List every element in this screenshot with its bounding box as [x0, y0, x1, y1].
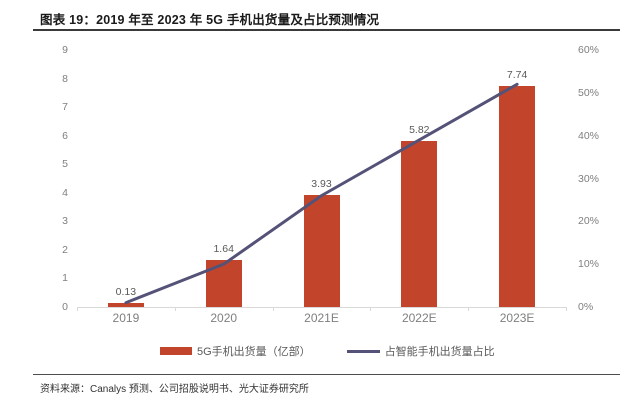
y-axis-right-tick: 50% — [578, 86, 600, 99]
x-axis-tick — [370, 307, 372, 311]
x-axis-category-label: 2022E — [401, 311, 437, 325]
y-axis-right-tick: 30% — [578, 172, 600, 185]
y-axis-right-tick: 0% — [578, 301, 594, 313]
bar-2019 — [107, 303, 144, 307]
line-series-swatch — [346, 349, 380, 353]
y-axis-right-tick: 10% — [578, 258, 600, 271]
x-axis-category-label: 2021E — [304, 311, 339, 325]
x-axis-line — [77, 307, 567, 308]
bar-value-label: 7.74 — [506, 68, 528, 81]
x-axis-tick — [272, 307, 274, 311]
y-axis-left-tick: 4 — [62, 186, 68, 199]
bar-2022E — [401, 140, 438, 307]
bar-series-swatch — [160, 347, 192, 355]
title-rule — [33, 29, 620, 31]
bar-value-label: 1.64 — [213, 243, 234, 256]
x-axis-category-label: 2020 — [210, 311, 238, 325]
y-axis-left-tick: 3 — [62, 215, 68, 228]
y-axis-left-tick: 6 — [62, 129, 68, 142]
footer-rule — [33, 374, 620, 375]
source-note: 资料来源：Canalys 预测、公司招股说明书、光大证券研究所 — [40, 384, 309, 395]
y-axis-right-tick: 40% — [578, 129, 600, 142]
y-axis-right-tick: 20% — [578, 215, 600, 228]
y-axis-left-tick: 8 — [62, 72, 68, 85]
y-axis-left-tick: 5 — [62, 158, 68, 171]
x-axis-tick — [174, 307, 176, 311]
y-axis-right-tick: 60% — [578, 44, 600, 56]
figure-title: 图表 19：2019 年至 2023 年 5G 手机出货量及占比预测情况 — [40, 13, 380, 27]
y-axis-left-tick: 9 — [62, 44, 68, 56]
y-axis-left-tick: 7 — [62, 101, 68, 114]
y-axis-left-tick: 1 — [62, 272, 68, 285]
x-axis-tick — [77, 307, 78, 311]
x-axis-category-label: 2019 — [112, 311, 140, 325]
bar-value-label: 0.13 — [115, 286, 137, 299]
x-axis-category-label: 2023E — [499, 311, 535, 325]
bar-2023E — [499, 85, 536, 307]
y-axis-left-tick: 2 — [62, 243, 68, 256]
chart-legend: 5G手机出货量（亿部） 占智能手机出货量占比 — [160, 343, 495, 359]
line-series-path — [124, 82, 519, 305]
bar-value-label: 3.93 — [311, 177, 332, 190]
y-axis-left-tick: 0 — [62, 301, 68, 313]
bar-2021E — [303, 194, 340, 307]
legend-line-label: 占智能手机出货量占比 — [384, 346, 495, 358]
legend-bar-label: 5G手机出货量（亿部） — [197, 346, 311, 358]
x-axis-tick — [566, 307, 567, 311]
x-axis-tick — [468, 307, 470, 311]
legend-item-bar-series: 5G手机出货量（亿部） — [160, 343, 311, 359]
legend-item-line-series: 占智能手机出货量占比 — [346, 343, 495, 359]
bar-value-label: 5.82 — [409, 123, 430, 136]
